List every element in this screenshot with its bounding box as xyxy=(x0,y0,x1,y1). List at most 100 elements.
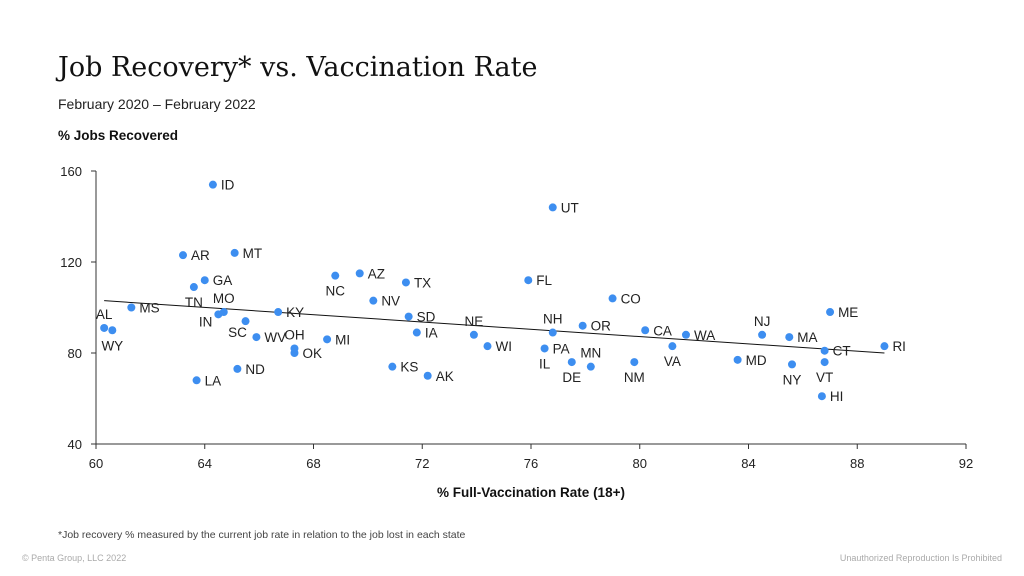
point-in xyxy=(214,310,223,319)
point-co xyxy=(608,294,617,303)
point-label-wv: WV xyxy=(264,330,286,345)
trendline xyxy=(104,300,885,354)
point-sd xyxy=(404,312,413,321)
point-label-de: DE xyxy=(562,370,581,385)
chart-title: Job Recovery* vs. Vaccination Rate xyxy=(58,52,538,83)
point-label-in: IN xyxy=(199,314,213,329)
point-ks xyxy=(388,362,397,371)
point-ct xyxy=(820,346,829,355)
point-label-mo: MO xyxy=(213,291,235,306)
point-label-ok: OK xyxy=(302,346,322,361)
point-label-ne: NE xyxy=(465,314,484,329)
point-tx xyxy=(401,278,410,287)
x-tick-label: 80 xyxy=(633,456,647,471)
point-label-mt: MT xyxy=(243,246,263,261)
point-label-ky: KY xyxy=(286,305,304,320)
point-label-mi: MI xyxy=(335,332,350,347)
point-ca xyxy=(641,326,650,335)
point-ms xyxy=(127,303,136,312)
point-id xyxy=(208,180,217,189)
point-nj xyxy=(758,330,767,339)
point-wy xyxy=(108,326,117,335)
point-label-ak: AK xyxy=(436,369,454,384)
point-ma xyxy=(785,333,794,342)
scatter-chart: 60 64 68 72 76 80 84 88 92 40 80 120 160 ID UT AR MT GA T… xyxy=(60,164,973,500)
point-fl xyxy=(524,276,533,285)
point-label-az: AZ xyxy=(368,266,385,281)
point-label-sc: SC xyxy=(228,325,247,340)
y-tick-label: 80 xyxy=(68,346,82,361)
reproduction-notice: Unauthorized Reproduction Is Prohibited xyxy=(839,553,1002,563)
point-label-il: IL xyxy=(539,356,551,371)
point-ak xyxy=(423,371,432,380)
y-tick-label: 120 xyxy=(60,255,82,270)
x-axis-label: % Full-Vaccination Rate (18+) xyxy=(437,485,625,500)
x-tick-label: 88 xyxy=(850,456,864,471)
point-label-ct: CT xyxy=(833,344,851,359)
point-label-ga: GA xyxy=(213,273,233,288)
chart-axes: 60 64 68 72 76 80 84 88 92 40 80 120 160 xyxy=(60,164,973,471)
point-nc xyxy=(331,271,340,280)
point-label-ny: NY xyxy=(783,372,802,387)
point-ne xyxy=(469,330,478,339)
copyright-notice: © Penta Group, LLC 2022 xyxy=(22,553,127,563)
point-label-ia: IA xyxy=(425,326,438,341)
x-tick-label: 92 xyxy=(959,456,973,471)
point-va xyxy=(668,342,677,351)
point-tn xyxy=(189,283,198,292)
chart-subtitle: February 2020 – February 2022 xyxy=(58,96,256,112)
point-label-ks: KS xyxy=(400,360,418,375)
x-tick-label: 72 xyxy=(415,456,429,471)
y-tick-label: 160 xyxy=(60,164,82,179)
point-label-sd: SD xyxy=(417,310,436,325)
point-label-co: CO xyxy=(621,291,641,306)
point-mt xyxy=(230,248,239,257)
point-label-me: ME xyxy=(838,305,858,320)
point-label-ms: MS xyxy=(139,301,159,316)
point-mi xyxy=(323,335,332,344)
point-label-pa: PA xyxy=(553,341,570,356)
point-or xyxy=(578,321,587,330)
point-label-ri: RI xyxy=(892,339,906,354)
point-me xyxy=(826,308,835,317)
point-nv xyxy=(369,296,378,305)
y-axis-label: % Jobs Recovered xyxy=(58,128,179,143)
point-label-wy: WY xyxy=(101,338,123,353)
point-label-md: MD xyxy=(746,353,767,368)
point-wa xyxy=(681,330,690,339)
x-tick-label: 84 xyxy=(741,456,755,471)
point-al xyxy=(100,323,109,332)
point-nh xyxy=(548,328,557,337)
point-label-nh: NH xyxy=(543,312,563,327)
point-mn xyxy=(586,362,595,371)
point-ga xyxy=(200,276,209,285)
point-label-ca: CA xyxy=(653,323,672,338)
point-sc xyxy=(241,317,250,326)
footnote: *Job recovery % measured by the current … xyxy=(58,529,466,541)
point-md xyxy=(733,355,742,364)
point-hi xyxy=(817,392,826,401)
y-tick-label: 40 xyxy=(68,437,82,452)
point-ri xyxy=(880,342,889,351)
point-label-hi: HI xyxy=(830,389,844,404)
point-label-wa: WA xyxy=(694,328,715,343)
point-ky xyxy=(274,308,283,317)
point-az xyxy=(355,269,364,278)
point-ia xyxy=(412,328,421,337)
point-label-la: LA xyxy=(205,373,222,388)
x-tick-label: 64 xyxy=(198,456,212,471)
point-label-nj: NJ xyxy=(754,314,771,329)
point-ar xyxy=(179,251,187,260)
point-label-nd: ND xyxy=(245,362,265,377)
point-la xyxy=(192,376,201,385)
trendline-group xyxy=(104,300,885,354)
point-label-oh: OH xyxy=(284,327,304,342)
point-label-mn: MN xyxy=(580,346,601,361)
point-label-va: VA xyxy=(664,354,681,369)
point-ok xyxy=(290,349,299,357)
point-nm xyxy=(630,358,639,367)
point-label-ma: MA xyxy=(797,330,817,345)
x-tick-label: 76 xyxy=(524,456,538,471)
point-label-ar: AR xyxy=(191,248,210,263)
point-vt xyxy=(820,358,829,367)
